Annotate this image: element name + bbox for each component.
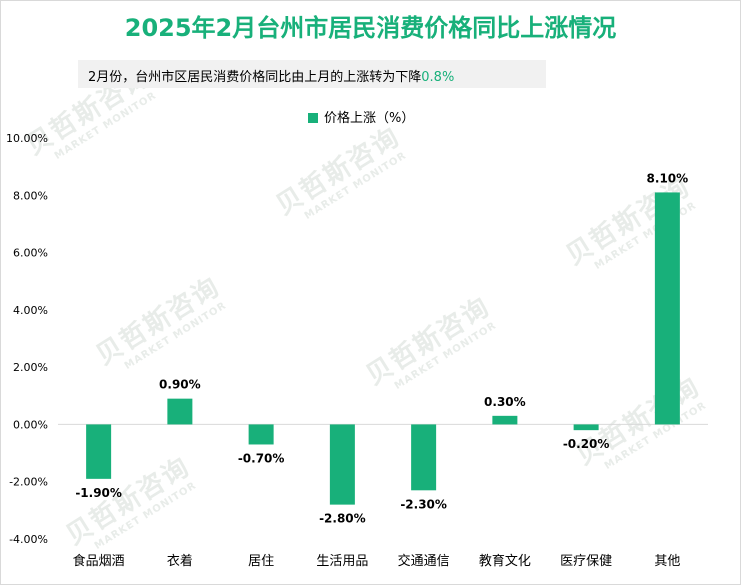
y-tick-label: -4.00% xyxy=(9,533,48,546)
chart-title: 2025年2月台州市居民消费价格同比上涨情况 xyxy=(124,14,617,42)
x-tick-label: 生活用品 xyxy=(316,554,368,569)
x-tick-label: 居住 xyxy=(248,554,274,569)
y-tick-label: 0.00% xyxy=(13,418,48,431)
x-tick-label: 医疗保健 xyxy=(560,554,612,569)
x-tick-label: 教育文化 xyxy=(479,553,531,569)
bar xyxy=(167,398,193,425)
y-tick-label: 4.00% xyxy=(13,304,48,317)
bar xyxy=(86,424,112,479)
legend-label: 价格上涨（%） xyxy=(324,111,415,126)
x-tick-label: 衣着 xyxy=(167,553,193,569)
y-tick-label: -2.00% xyxy=(9,476,48,489)
x-tick-label: 食品烟酒 xyxy=(73,553,125,569)
data-label: -0.70% xyxy=(238,451,285,465)
data-label: -1.90% xyxy=(75,486,122,500)
legend: 价格上涨（%） xyxy=(308,107,414,126)
bar xyxy=(248,424,274,445)
bar xyxy=(329,424,355,505)
data-label: 0.30% xyxy=(484,395,526,409)
subtitle-box xyxy=(78,60,546,88)
data-label: -0.20% xyxy=(563,437,610,451)
bar xyxy=(573,424,599,431)
bar xyxy=(492,415,518,425)
bar xyxy=(654,192,680,425)
y-tick-label: 8.00% xyxy=(13,189,48,202)
x-tick-label: 交通通信 xyxy=(398,553,450,569)
x-tick-label: 其他 xyxy=(654,554,680,569)
legend-swatch xyxy=(308,113,318,123)
y-tick-label: 10.00% xyxy=(6,132,48,145)
data-label: 0.90% xyxy=(159,378,201,392)
subtitle-highlight: 0.8% xyxy=(421,70,455,85)
data-label: -2.30% xyxy=(400,497,447,511)
y-tick-label: 2.00% xyxy=(13,361,48,374)
subtitle-text: 2月份，台州市区居民消费价格同比由上月的上涨转为下降 xyxy=(88,70,422,85)
data-label: 8.10% xyxy=(647,171,689,185)
bar xyxy=(411,424,437,491)
y-tick-label: 6.00% xyxy=(13,247,48,260)
data-label: -2.80% xyxy=(319,512,366,526)
subtitle: 2月份，台州市区居民消费价格同比由上月的上涨转为下降0.8% xyxy=(88,66,454,85)
